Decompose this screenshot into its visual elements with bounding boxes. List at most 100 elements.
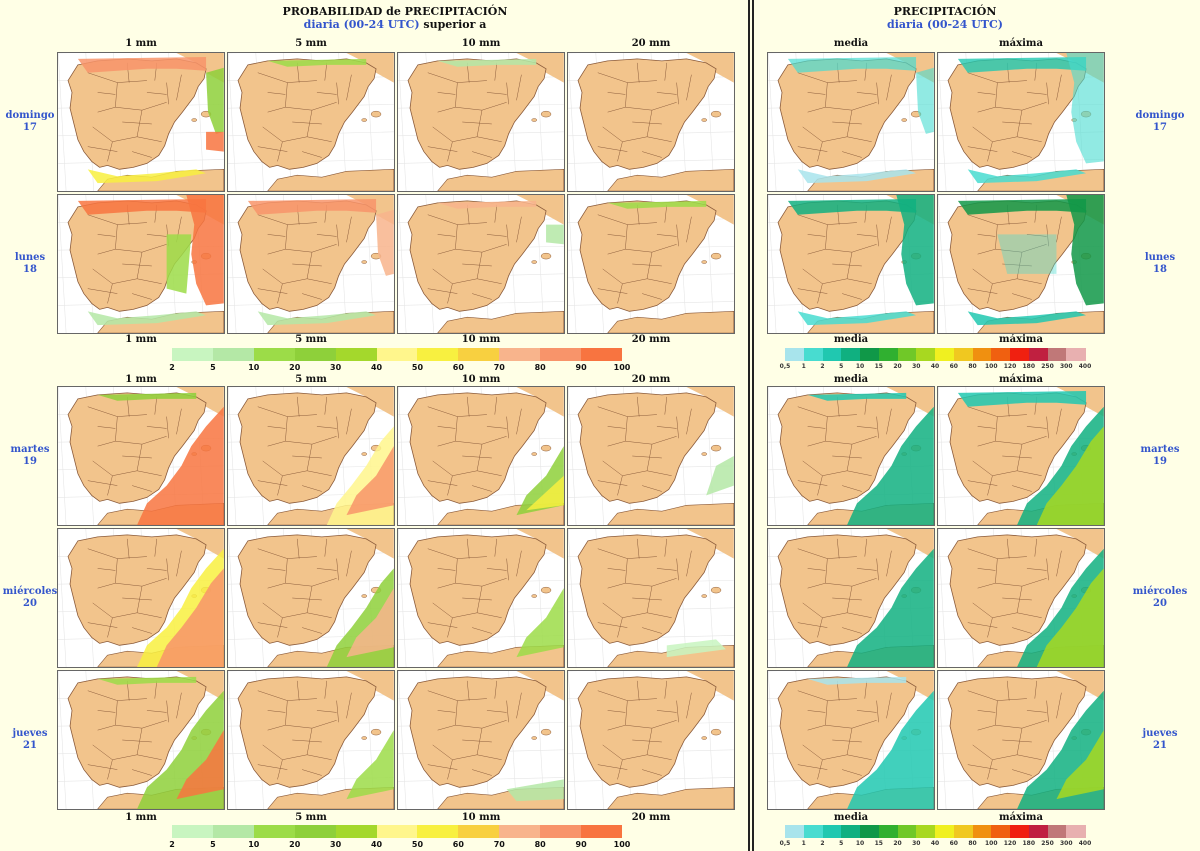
legend-tick-label: 100: [613, 363, 631, 372]
legend-swatch: [785, 825, 805, 838]
day-label-left: miércoles 20: [0, 586, 60, 610]
legend-swatch: [1010, 348, 1030, 361]
legend-swatch: [499, 825, 541, 838]
legend-swatch: [916, 825, 936, 838]
left-title-suffix: superior a: [423, 18, 487, 31]
legend-tick-label: 20: [893, 840, 902, 847]
legend-swatch: [841, 825, 861, 838]
legend-tick-label: 100: [613, 840, 631, 849]
day-name: lunes: [14, 252, 46, 263]
threshold-header: 10 mm: [461, 334, 501, 345]
threshold-header: 1 mm: [125, 812, 157, 823]
legend-swatch: [540, 348, 582, 361]
threshold-header: 10 mm: [461, 38, 501, 49]
map-svg: [228, 387, 394, 525]
threshold-header: 1 mm: [125, 38, 157, 49]
legend-swatch: [417, 825, 459, 838]
day-number: 17: [1153, 122, 1167, 133]
map-svg: [58, 529, 224, 667]
legend-tick-label: 15: [874, 363, 883, 370]
legend-swatch: [212, 348, 255, 361]
probability-map: [57, 52, 225, 192]
map-svg: [768, 195, 934, 333]
legend-swatch: [860, 825, 880, 838]
legend-tick-label: 1: [801, 840, 806, 847]
legend-tick-label: 300: [1059, 840, 1073, 847]
legend-swatch: [991, 348, 1011, 361]
map-svg: [58, 671, 224, 809]
day-name: jueves: [12, 728, 48, 739]
legend-swatch: [417, 348, 459, 361]
legend-swatch: [803, 348, 823, 361]
legend-tick-label: 10: [855, 363, 865, 370]
threshold-header: 1 mm: [125, 334, 157, 345]
legend-tick-label: 20: [893, 363, 902, 370]
probability-map: [57, 386, 225, 526]
legend-tick-label: 60: [949, 840, 958, 847]
map-svg: [768, 53, 934, 191]
threshold-header: 10 mm: [461, 812, 501, 823]
day-name: domingo: [1135, 110, 1185, 121]
threshold-header: 5 mm: [295, 38, 327, 49]
map-svg: [58, 387, 224, 525]
legend-swatch: [878, 825, 898, 838]
precipitation-map: [937, 528, 1105, 668]
map-svg: [768, 387, 934, 525]
legend-swatch: [458, 348, 500, 361]
threshold-header: 20 mm: [631, 38, 671, 49]
probability-map: [227, 194, 395, 334]
day-label-right: domingo 17: [1130, 110, 1190, 134]
map-svg: [228, 195, 394, 333]
legend-swatch: [376, 348, 418, 361]
legend-swatch: [803, 825, 823, 838]
legend-tick-label: 300: [1059, 363, 1073, 370]
panel-divider-right: [752, 0, 754, 851]
legend-tick-label: 50: [411, 363, 424, 372]
day-label-left: domingo 17: [0, 110, 60, 134]
legend-tick-label: 15: [874, 840, 883, 847]
threshold-header: 5 mm: [295, 812, 327, 823]
legend-swatch: [1028, 825, 1048, 838]
precipitation-map: [767, 528, 935, 668]
legend-swatch: [376, 825, 418, 838]
legend-swatch: [499, 348, 541, 361]
legend-tick-label: 120: [1003, 840, 1017, 847]
probability-map: [567, 52, 735, 192]
day-number: 20: [1153, 598, 1167, 609]
legend-tick-label: 100: [984, 363, 998, 370]
probability-map: [57, 528, 225, 668]
legend-tick-label: 40: [370, 363, 383, 372]
map-svg: [568, 387, 734, 525]
probability-legend-top: 2 5 10 20 30 40 50 60 70 80 90 100: [169, 348, 630, 374]
day-number: 18: [23, 264, 37, 275]
precipitation-map: [937, 386, 1105, 526]
map-svg: [398, 671, 564, 809]
threshold-header: 5 mm: [295, 374, 327, 385]
stat-header: máxima: [999, 334, 1043, 345]
precipitation-map: [767, 194, 935, 334]
legend-swatch: [1028, 348, 1048, 361]
map-svg: [938, 529, 1104, 667]
legend-swatch: [972, 348, 992, 361]
precipitation-map: [767, 52, 935, 192]
legend-tick-label: 10: [855, 840, 865, 847]
precipitation-legend-top: 0,5 1 2 5 10 15 20 30 40 60 80 100 120 180 250 300 400: [780, 348, 1091, 374]
legend-tick-label: 1: [801, 363, 806, 370]
legend-tick-label: 10: [248, 840, 260, 849]
day-number: 21: [1153, 740, 1167, 751]
map-svg: [228, 529, 394, 667]
legend-swatch: [878, 348, 898, 361]
right-title-line1: PRECIPITACIÓN: [893, 5, 997, 18]
threshold-header: 1 mm: [125, 374, 157, 385]
map-svg: [938, 671, 1104, 809]
legend-swatch: [991, 825, 1011, 838]
legend-tick-label: 5: [839, 363, 844, 370]
probability-map: [397, 670, 565, 810]
probability-map: [397, 194, 565, 334]
legend-tick-label: 30: [912, 840, 921, 847]
left-title-line2: diaria (00-24 UTC): [303, 18, 420, 31]
legend-swatch: [841, 348, 861, 361]
probability-map: [397, 52, 565, 192]
probability-map: [227, 52, 395, 192]
map-svg: [938, 387, 1104, 525]
